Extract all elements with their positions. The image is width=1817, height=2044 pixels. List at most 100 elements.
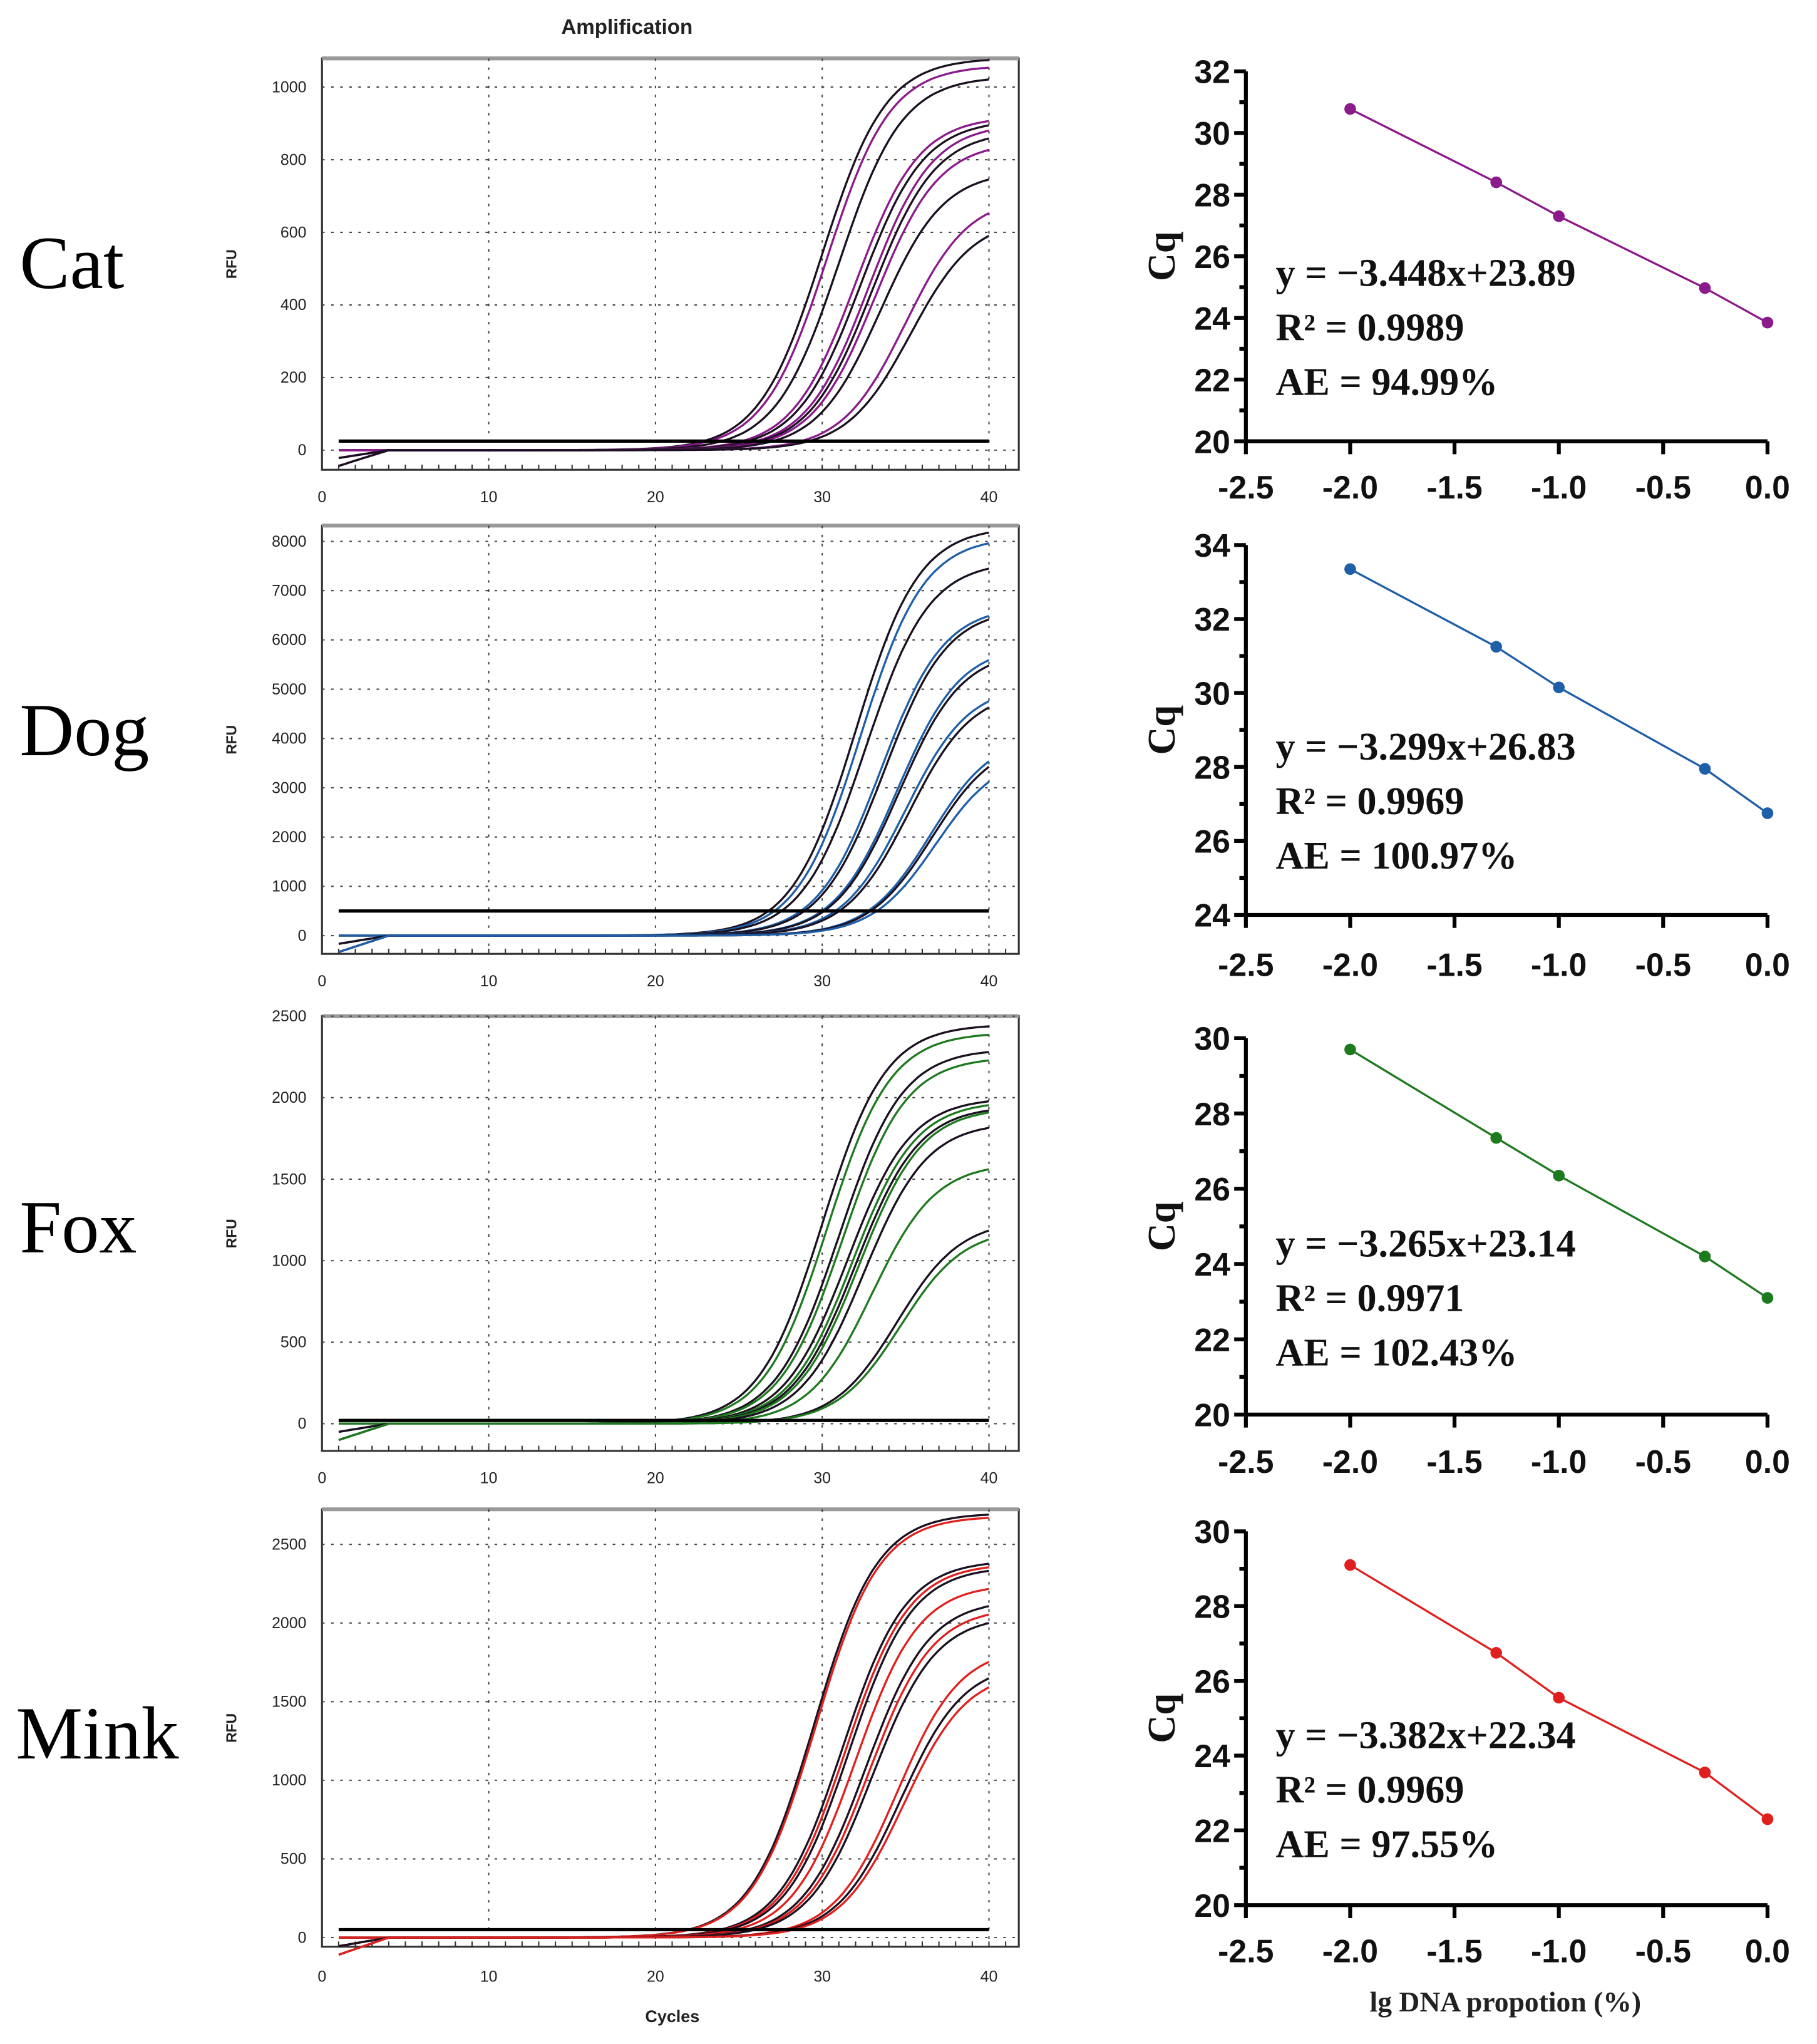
y-tick-label: 2000	[272, 1089, 306, 1107]
y-tick-label: 24	[1194, 897, 1230, 934]
rfu-ylabel: RFU	[224, 249, 240, 279]
y-tick-label: 20	[1194, 423, 1230, 460]
x-tick-label: -2.5	[1218, 1933, 1274, 1969]
y-tick-label: 1000	[272, 1772, 306, 1789]
x-tick-label: 40	[981, 488, 998, 506]
y-tick-label: 26	[1194, 823, 1230, 860]
y-tick-label: 0	[298, 1929, 307, 1946]
y-tick-label: 30	[1194, 115, 1230, 152]
x-tick-label: 40	[981, 1470, 998, 1487]
data-point	[1344, 1043, 1356, 1056]
y-tick-label: 1000	[272, 1252, 306, 1269]
x-tick-label: -0.5	[1635, 1933, 1691, 1969]
data-point	[1490, 176, 1503, 188]
plot-frame	[321, 57, 1020, 471]
y-tick-label: 400	[281, 296, 306, 314]
regression-equation: y = −3.448x+23.89	[1275, 252, 1575, 295]
x-tick-label: -2.5	[1218, 946, 1274, 983]
amplification-curve	[338, 1238, 990, 1442]
y-tick-label: 20	[1194, 1887, 1230, 1924]
y-tick-label: 6000	[272, 631, 306, 649]
y-tick-label: 1500	[272, 1693, 306, 1711]
y-tick-label: 1000	[272, 78, 306, 96]
species-label: Cat	[19, 221, 124, 304]
x-tick-label: 10	[480, 973, 498, 990]
data-point	[1344, 563, 1356, 576]
amplification-plot: 0 10 20 30 40 0 1000 2000 3000 4000 5000 6000 7000 80…	[224, 524, 1020, 990]
data-point	[1761, 1813, 1774, 1825]
regression-equation: y = −3.265x+23.14	[1275, 1222, 1575, 1265]
y-tick-label: 7000	[272, 582, 306, 599]
y-tick-label: 3000	[272, 779, 306, 797]
species-label: Fox	[19, 1185, 136, 1269]
y-tick-label: 28	[1194, 1588, 1230, 1624]
standard-curve-plot: 24 26 28 30 32 34 -2.5 -2.0 -1.5 -1.0 -0.5 0.0 Cq y =…	[1141, 527, 1790, 983]
standard-curve-plot: 20 22 24 26 28 30 -2.5 -2.0 -1.5 -1.0 -0.5 0.0 Cq y =…	[1141, 1514, 1790, 1969]
data-point	[1553, 210, 1565, 222]
x-tick-label: 20	[647, 1470, 664, 1487]
panel-mink: Mink 0 10 20 30 40 0 500 1000 1500 2000 2500 RFU 20 22…	[16, 1507, 1790, 1986]
x-tick-label: -1.0	[1531, 1933, 1587, 1969]
y-tick-label: 28	[1194, 177, 1230, 214]
x-tick-label: 0.0	[1745, 1933, 1790, 1969]
x-tick-label: -1.5	[1426, 946, 1482, 983]
y-tick-label: 30	[1194, 1514, 1230, 1550]
amplification-efficiency-label: AE = 94.99%	[1275, 361, 1498, 404]
y-tick-label: 600	[281, 224, 306, 241]
plot-frame	[321, 1508, 1020, 1948]
regression-equation: y = −3.382x+22.34	[1275, 1715, 1575, 1757]
y-tick-label: 8000	[272, 533, 306, 550]
x-tick-label: -1.5	[1426, 469, 1482, 505]
data-point	[1761, 316, 1774, 329]
x-tick-label: -0.5	[1635, 1443, 1691, 1480]
x-tick-label: 10	[480, 1968, 498, 1986]
y-tick-label: 24	[1194, 1246, 1230, 1283]
y-tick-label: 30	[1194, 675, 1230, 711]
x-tick-label: 30	[813, 973, 831, 990]
x-tick-label: -1.5	[1426, 1933, 1482, 1969]
y-tick-label: 30	[1194, 1021, 1230, 1057]
x-tick-label: 20	[647, 1968, 664, 1986]
y-tick-label: 32	[1194, 601, 1230, 637]
y-tick-label: 2000	[272, 1614, 306, 1632]
amplification-plot: 0 10 20 30 40 0 500 1000 1500 2000 2500 RFU	[224, 1008, 1020, 1487]
data-point	[1699, 763, 1711, 775]
y-tick-label: 20	[1194, 1397, 1230, 1433]
amplification-plot: 0 10 20 30 40 0 500 1000 1500 2000 2500 RFU	[224, 1507, 1020, 1986]
y-tick-label: 500	[281, 1334, 306, 1351]
cycles-xlabel: Cycles	[645, 2007, 699, 2026]
y-tick-label: 0	[298, 1415, 307, 1433]
x-tick-label: 0	[317, 973, 326, 990]
cq-ylabel: Cq	[1141, 1693, 1183, 1743]
species-label: Dog	[19, 688, 149, 772]
r-squared-label: R² = 0.9971	[1275, 1278, 1464, 1320]
rfu-ylabel: RFU	[224, 1219, 240, 1248]
y-tick-label: 200	[281, 369, 306, 386]
x-tick-label: -2.5	[1218, 469, 1274, 505]
y-tick-label: 26	[1194, 1171, 1230, 1207]
cq-ylabel: Cq	[1141, 232, 1183, 281]
rfu-ylabel: RFU	[224, 1713, 240, 1743]
y-tick-label: 800	[281, 151, 306, 168]
standard-curve-plot: 20 22 24 26 28 30 32 -2.5 -2.0 -1.5 -1.0 -0.5 0.0 Cq y…	[1141, 54, 1790, 505]
y-tick-label: 26	[1194, 239, 1230, 275]
r-squared-label: R² = 0.9989	[1275, 307, 1464, 349]
data-point	[1553, 1169, 1565, 1182]
x-tick-label: -2.5	[1218, 1443, 1274, 1480]
y-tick-label: 28	[1194, 1096, 1230, 1132]
amplification-curve	[338, 1686, 990, 1956]
y-tick-label: 34	[1194, 527, 1230, 564]
x-tick-label: -2.0	[1322, 469, 1378, 505]
data-point	[1490, 1132, 1503, 1144]
cq-ylabel: Cq	[1141, 705, 1183, 755]
amplification-efficiency-label: AE = 100.97%	[1275, 835, 1517, 877]
x-tick-label: 20	[647, 973, 664, 990]
data-point	[1553, 1691, 1565, 1704]
x-tick-label: -1.0	[1531, 1443, 1587, 1480]
regression-equation: y = −3.299x+26.83	[1275, 726, 1575, 768]
x-tick-label: 10	[480, 1470, 498, 1487]
data-point	[1699, 282, 1711, 294]
x-tick-label: -2.0	[1322, 1443, 1378, 1480]
x-tick-label: 40	[981, 973, 998, 990]
